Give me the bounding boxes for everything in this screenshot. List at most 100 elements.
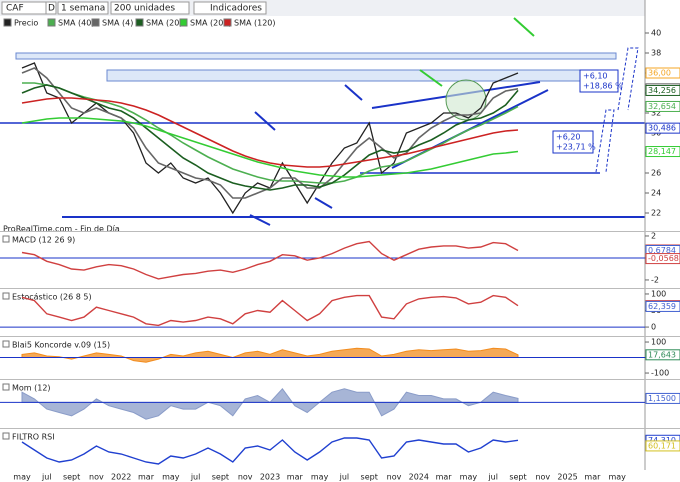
legend-swatch [223, 18, 232, 27]
value-tag-label: 74,310 [648, 436, 676, 445]
legend-label: Precio [14, 19, 38, 28]
y-tick-label: 26 [651, 169, 661, 178]
zone [106, 69, 618, 82]
source: ProRealTime.com - Fin de Día [3, 225, 120, 234]
panel-checkbox [2, 432, 10, 440]
x-tick-label: sept [63, 473, 80, 482]
value-tag [645, 253, 680, 265]
series-line [21, 117, 519, 178]
y-tick-label: 2 [651, 231, 656, 240]
plot [21, 62, 519, 215]
x-tick-label: mar [138, 473, 155, 482]
period-box[interactable] [57, 1, 109, 15]
value-tag-label: 1,1500 [648, 394, 676, 403]
arrow [419, 69, 443, 87]
x-tick-label: 2022 [111, 473, 131, 482]
annotation: +23,71 % [556, 143, 596, 152]
symbol: CAF [6, 4, 24, 14]
panel-title: Estocástico (26 8 5) [12, 293, 92, 302]
y-tick-label: 38 [651, 49, 661, 58]
units-box[interactable] [110, 1, 190, 15]
legend-swatch [91, 18, 100, 27]
panel-title: MACD (12 26 9) [12, 236, 75, 245]
value-tag [645, 392, 680, 404]
indicators-box[interactable] [193, 1, 267, 15]
legend-label: SMA (40) [58, 19, 94, 28]
y-tick-label: 22 [651, 209, 661, 218]
value-tag [645, 349, 680, 361]
arrow [513, 17, 535, 37]
y-tick-label: 0 [651, 323, 656, 332]
y-tick-label: 24 [651, 189, 661, 198]
indicators: Indicadores [210, 4, 262, 14]
legend-label: SMA (4) [102, 19, 133, 28]
legend-label: SMA (120) [234, 19, 276, 28]
x-tick-label: may [608, 473, 626, 482]
annotation-box [579, 69, 619, 93]
plot [0, 294, 645, 328]
plot [0, 388, 645, 420]
legend-swatch [3, 18, 12, 27]
value-tag [645, 440, 680, 452]
x-tick-label: mar [287, 473, 304, 482]
x-tick-label: jul [190, 473, 201, 482]
x-tick-label: nov [535, 473, 550, 482]
panel-title: Mom (12) [12, 384, 51, 393]
panel-title: FILTRO RSI [12, 433, 55, 442]
legend-swatch [135, 18, 144, 27]
x-tick-label: 2024 [409, 473, 429, 482]
value-tag-label: 30,486 [648, 124, 676, 133]
value-tag-label: 36,00 [648, 69, 671, 78]
area [21, 388, 519, 420]
value-tag-label: 0,6784 [648, 246, 676, 255]
legend-swatch [179, 18, 188, 27]
x-tick-label: may [311, 473, 329, 482]
arrow [254, 111, 276, 131]
x-tick-label: may [162, 473, 180, 482]
y-tick-label: 32 [651, 109, 661, 118]
value-tag-label: 28,147 [648, 147, 676, 156]
x-tick-label: jul [339, 473, 350, 482]
value-tag-label: -0,0568 [648, 254, 679, 263]
x-tick-label: mar [436, 473, 453, 482]
value-tag-label: 60,171 [648, 441, 676, 450]
y-tick-label: 100 [651, 338, 666, 347]
annotation: +6,10 [583, 72, 608, 81]
period: 1 semana [61, 4, 105, 14]
panel-checkbox [2, 292, 10, 300]
panel-title: Blai5 Koncorde v.09 (15) [12, 341, 110, 350]
x-tick-label: may [460, 473, 478, 482]
panel-checkbox [2, 383, 10, 391]
x-tick-label: mar [584, 473, 601, 482]
x-tick-label: jul [487, 473, 498, 482]
highlight [445, 79, 487, 121]
plot [0, 240, 645, 280]
x-tick-label: nov [387, 473, 402, 482]
annotation-box [552, 130, 594, 154]
panel-checkbox [2, 235, 10, 243]
legend-label: SMA (20) [146, 19, 182, 28]
value-tag [645, 100, 680, 112]
y-tick-label: -2 [651, 275, 659, 284]
projection [595, 109, 615, 173]
value-tag [645, 67, 680, 79]
x-tick-label: may [13, 473, 31, 482]
value-tag [645, 122, 680, 134]
x-tick-label: nov [89, 473, 104, 482]
series-line [21, 294, 519, 327]
series-line [21, 67, 519, 199]
value-tag-label: 32,654 [648, 102, 676, 111]
series-line [21, 240, 519, 280]
legend-label: SMA (200) [190, 19, 232, 28]
arrow [314, 197, 333, 209]
units: 200 unidades [114, 4, 175, 14]
panel-checkbox [2, 340, 10, 348]
projection [617, 47, 639, 111]
mode: D [48, 4, 55, 14]
mode-box[interactable] [45, 1, 57, 15]
area [21, 347, 519, 363]
zone [15, 52, 617, 60]
y-tick-label: 100 [651, 289, 666, 298]
annotation: +6,20 [556, 133, 581, 142]
